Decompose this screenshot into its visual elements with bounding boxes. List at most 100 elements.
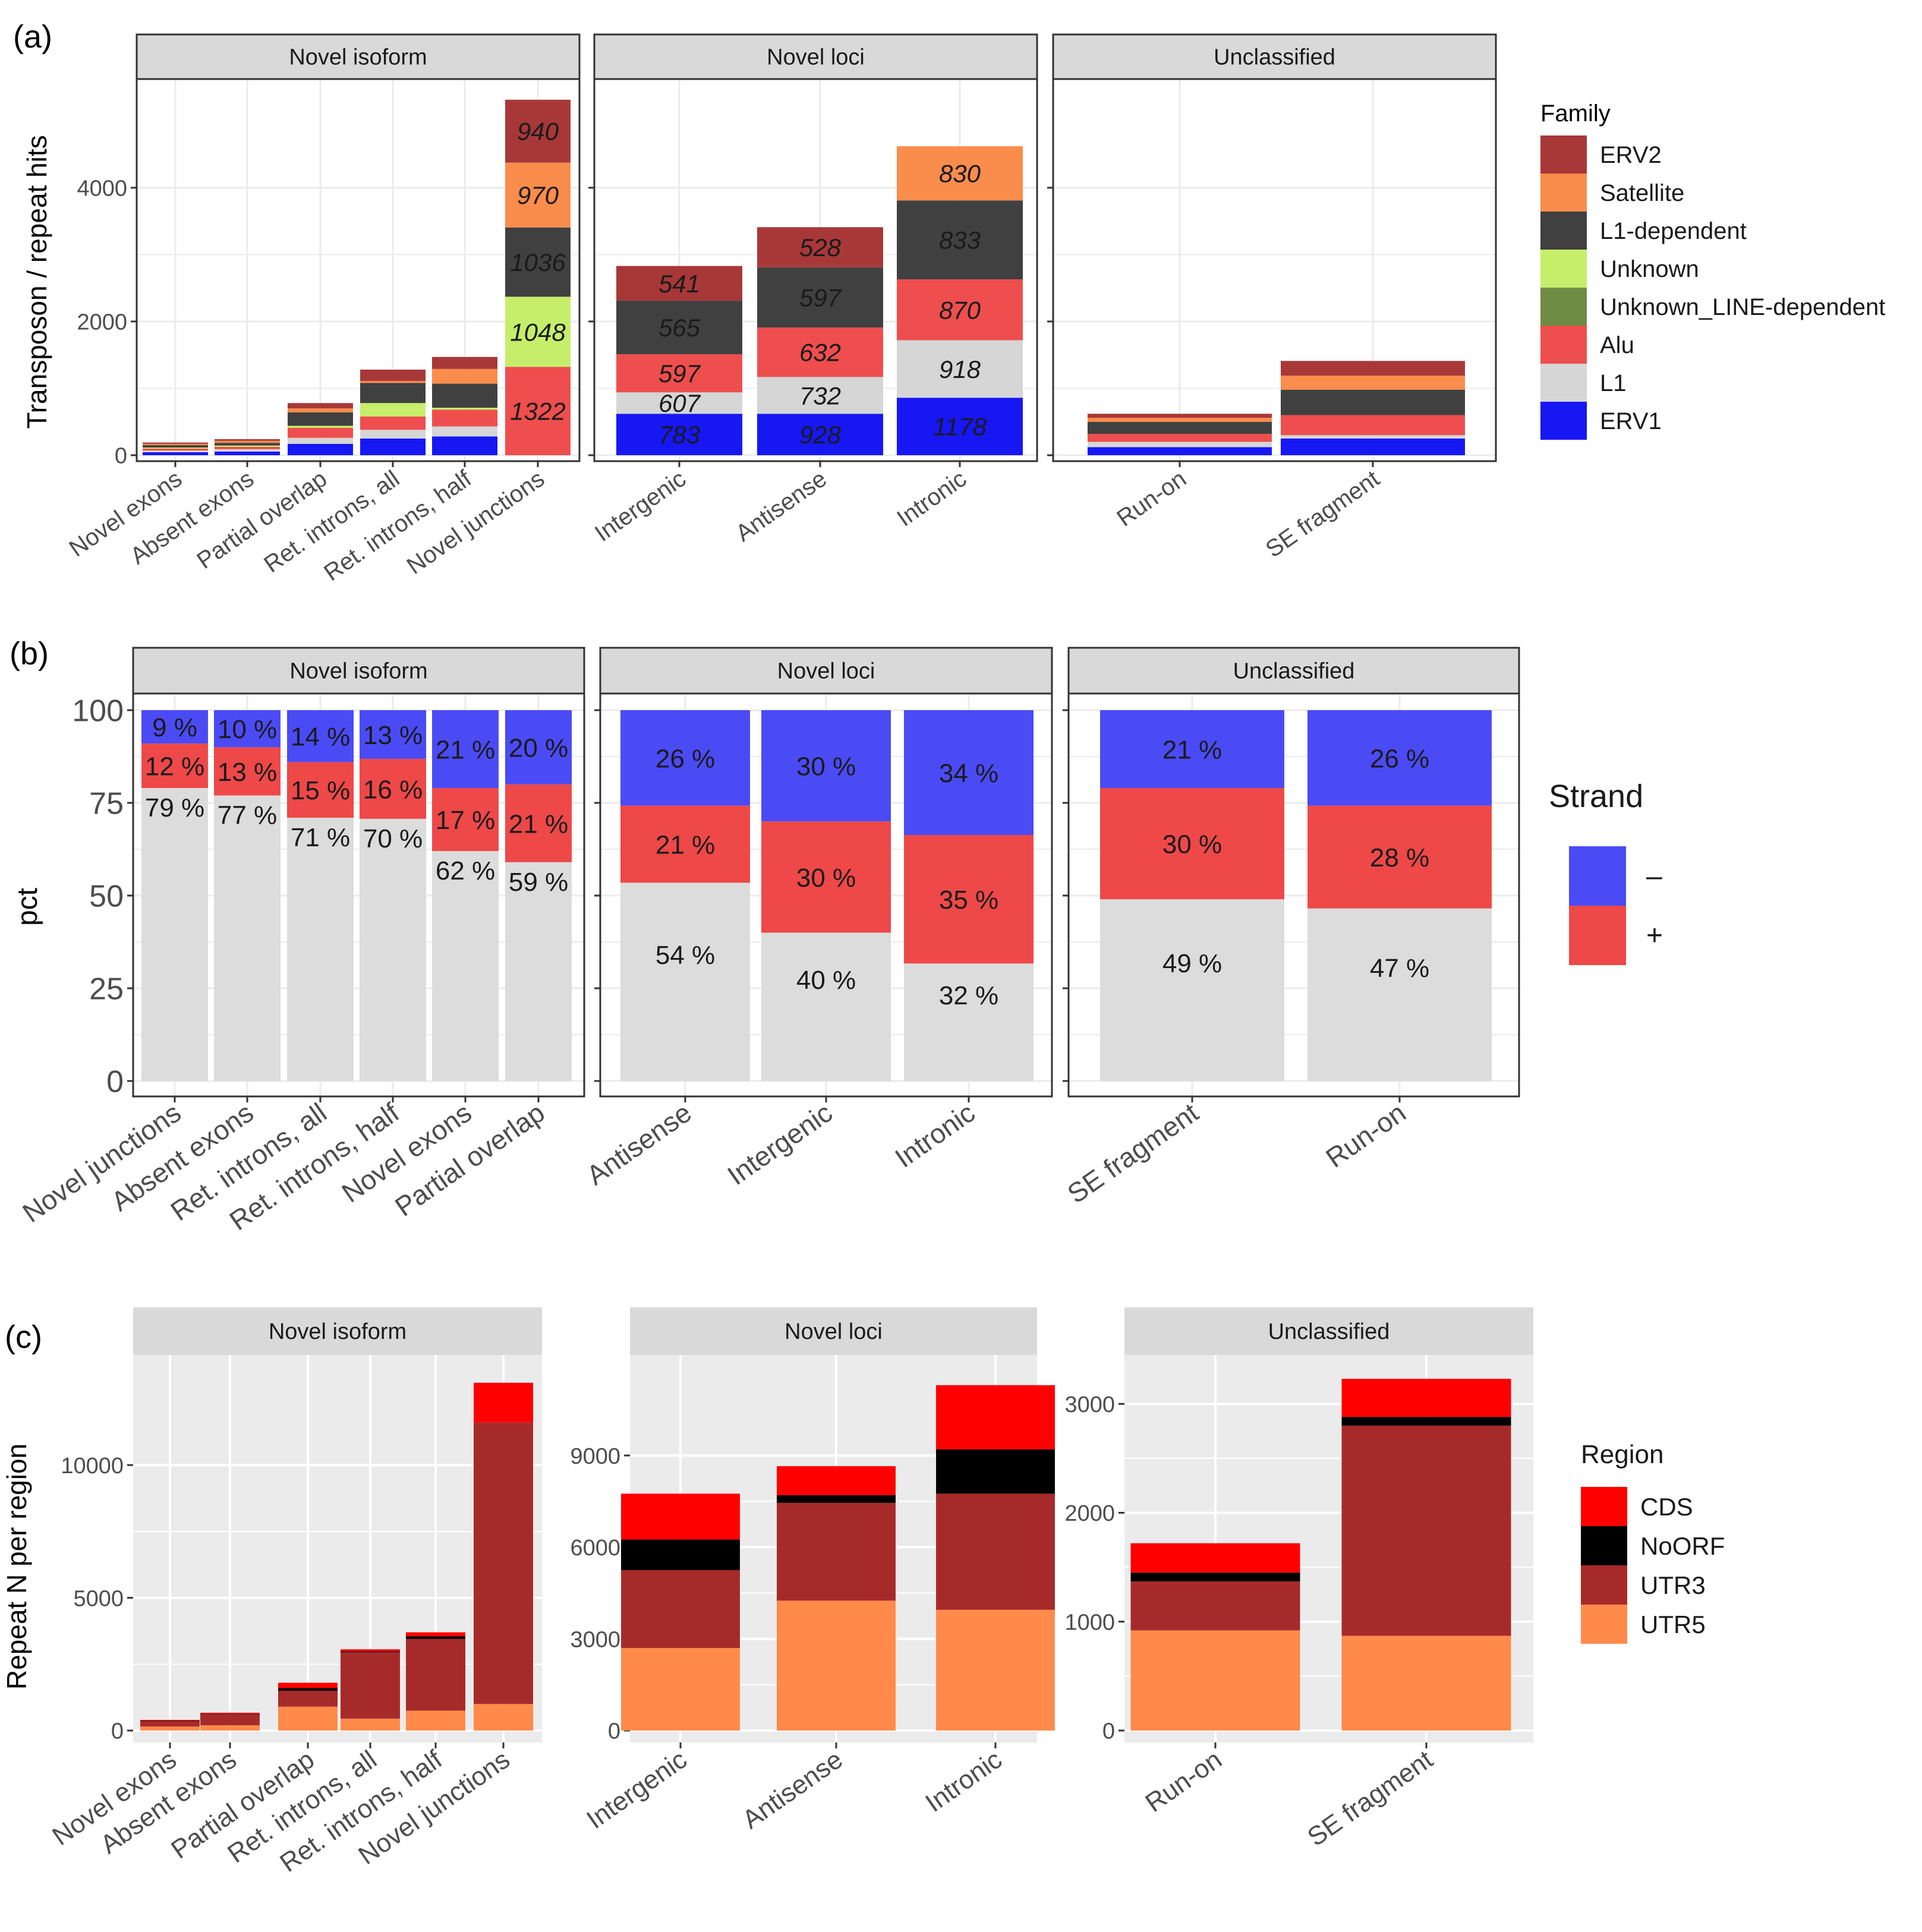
facet-strip xyxy=(593,33,1038,80)
bar-segment-noorf xyxy=(621,1539,740,1570)
data-label: 1036 xyxy=(510,248,566,276)
bar-segment-cds xyxy=(341,1649,400,1652)
bar-segment-utr3 xyxy=(936,1493,1055,1610)
data-label: 13 % xyxy=(363,721,423,750)
bar-segment-other xyxy=(287,817,354,1081)
bar-segment-utr3 xyxy=(278,1690,338,1707)
y-tick-label: 4000 xyxy=(77,177,127,201)
bar-segment-noorf xyxy=(777,1495,896,1503)
data-label: 632 xyxy=(799,339,841,367)
y-tick-label: 5000 xyxy=(73,1586,124,1611)
bar-segment-plus xyxy=(214,747,281,796)
data-label: 565 xyxy=(658,314,701,342)
legend-region: Region CDS NoORF UTR3 UTR5 xyxy=(1581,1440,1725,1644)
legend-label-alu: Alu xyxy=(1600,332,1634,358)
facet-title: Novel loci xyxy=(777,659,875,684)
bar-segment-minus xyxy=(214,710,281,748)
facet-title: Unclassified xyxy=(1214,45,1335,70)
bar-segment-alu xyxy=(143,448,208,451)
data-label: 71 % xyxy=(291,823,350,852)
chart-a: Novel isoform 0 2000 4000 1322 1048 1036 970 940… xyxy=(21,33,1885,586)
data-label: 35 % xyxy=(939,885,998,915)
facet-title: Novel loci xyxy=(784,1319,883,1344)
legend-title: Region xyxy=(1581,1440,1663,1469)
x-tick-label-intergenic: Intergenic xyxy=(581,1745,692,1835)
bar-segment-plus xyxy=(141,743,208,789)
facet-b-novel-isoform: Novel isoform 0 25 50 75 100 79 % 12 % 9 % 77 % 13… xyxy=(17,647,585,1236)
bar-segment-cds xyxy=(406,1632,465,1637)
bar-segment-erv1 xyxy=(616,414,742,455)
data-label: 783 xyxy=(658,421,700,449)
bar-segment-utr3 xyxy=(200,1714,260,1726)
facet-title: Unclassified xyxy=(1268,1319,1390,1344)
bar-segment-satellite xyxy=(1281,376,1465,390)
legend-key-minus xyxy=(1569,846,1626,906)
bar-segment-erv1 xyxy=(1088,447,1272,455)
legend-label-minus: – xyxy=(1646,861,1662,892)
bar-segment-utr3 xyxy=(1130,1581,1300,1631)
bar-segment-satellite xyxy=(505,162,571,228)
chart-b: Novel isoform 0 25 50 75 100 79 % 12 % 9 % 77 % 13… xyxy=(12,647,1663,1236)
bar-segment-l1 xyxy=(215,449,280,452)
legend-strand: Strand – + xyxy=(1549,779,1663,965)
y-tick-label: 6000 xyxy=(570,1536,620,1561)
bar-segment-satellite xyxy=(432,368,497,384)
data-label: 40 % xyxy=(796,966,856,995)
bar-segment-unknown xyxy=(215,445,280,447)
bar-segment-erv2 xyxy=(288,403,353,409)
legend-key-l1-dependent xyxy=(1540,212,1587,250)
legend-label-erv2: ERV2 xyxy=(1600,142,1662,168)
bar-segment-satellite xyxy=(897,146,1023,201)
data-label: 21 % xyxy=(436,736,495,765)
bar-segment-cds xyxy=(278,1682,338,1688)
data-label: 13 % xyxy=(218,758,277,787)
legend-label-l1: L1 xyxy=(1600,370,1627,396)
bar-segment-other xyxy=(620,883,750,1081)
data-label: 30 % xyxy=(796,863,856,893)
x-tick-label-run-on: Run-on xyxy=(1140,1745,1227,1818)
bar-segment-satellite xyxy=(1088,417,1272,422)
bar-segment-l1 xyxy=(432,426,497,437)
bar-segment-utr5 xyxy=(140,1726,200,1731)
bar-segment-l1-dependent xyxy=(360,383,426,404)
bar-segment-unknown xyxy=(432,408,497,410)
y-tick-label: 50 xyxy=(89,880,124,914)
bar-segment-l1 xyxy=(1281,435,1465,439)
bar-segment-cds xyxy=(936,1385,1055,1449)
y-tick-label: 0 xyxy=(106,1065,124,1099)
bar-segment-utr5 xyxy=(777,1600,896,1731)
bar-segment-plus xyxy=(505,784,572,862)
x-tick-label-intronic: Intronic xyxy=(889,1097,980,1174)
data-label: 9 % xyxy=(152,713,197,742)
facet-a-unclassified: Unclassified Run-on SE fragment xyxy=(1047,33,1497,563)
data-label: 833 xyxy=(939,226,981,254)
bar-segment-l1-dependent xyxy=(897,200,1023,280)
x-tick-label-intronic: Intronic xyxy=(892,465,971,531)
bar-segment-utr3 xyxy=(474,1422,533,1704)
y-tick-label: 75 xyxy=(89,787,124,821)
bar-segment-alu xyxy=(616,354,742,393)
bar-segment-other xyxy=(141,788,208,1081)
bar-segment-cds xyxy=(1130,1543,1300,1573)
y-tick-label: 100 xyxy=(72,694,124,729)
y-tick-label: 3000 xyxy=(570,1627,620,1652)
bar-segment-erv1 xyxy=(360,438,426,455)
facet-strip xyxy=(136,33,581,80)
bar-segment-minus xyxy=(360,710,426,759)
data-label: 732 xyxy=(799,382,841,409)
data-label: 30 % xyxy=(796,752,856,781)
y-axis-label: Repeat N per region xyxy=(1,1444,32,1690)
data-label: 70 % xyxy=(363,824,423,853)
legend-label-plus: + xyxy=(1646,920,1663,951)
bar-segment-erv1 xyxy=(1281,438,1465,455)
bar-segment-plus xyxy=(904,835,1034,964)
bar-segment-erv2 xyxy=(432,357,497,369)
y-tick-label: 25 xyxy=(89,972,124,1007)
bar-segment-noorf xyxy=(1130,1572,1300,1581)
bar-segment-l1 xyxy=(143,450,208,452)
panel-border xyxy=(136,78,581,462)
legend-key-utr3 xyxy=(1581,1565,1627,1605)
